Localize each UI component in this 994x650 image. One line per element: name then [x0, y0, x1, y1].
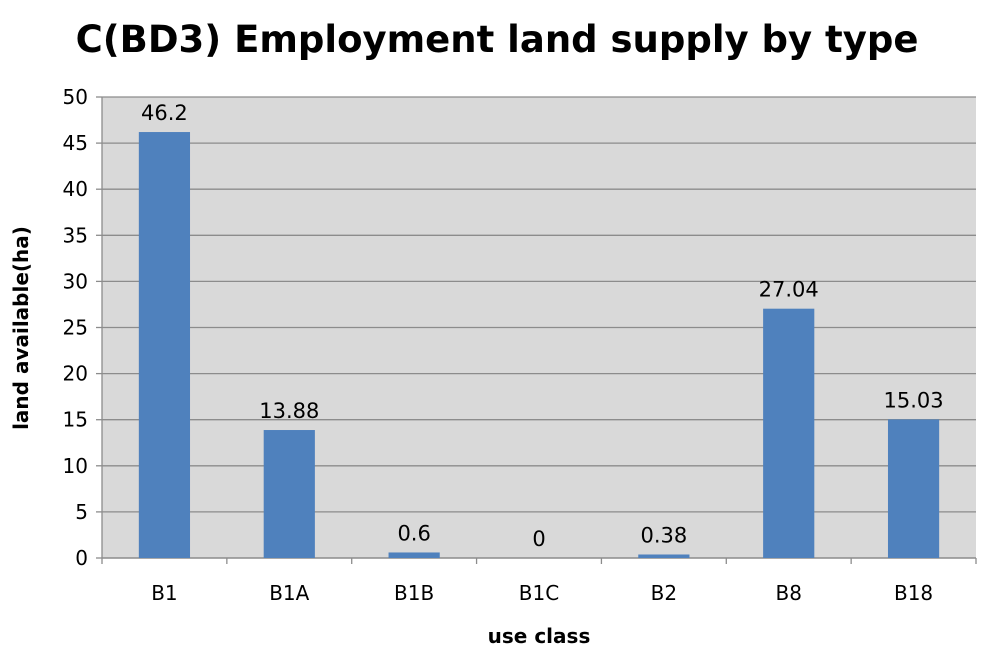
data-label: 0.6 [397, 521, 430, 545]
bar-b18 [887, 419, 940, 558]
x-tick-label: B8 [775, 581, 801, 605]
y-tick-label: 0 [75, 546, 88, 570]
y-tick-label: 30 [63, 269, 88, 293]
bar-b1a [263, 430, 315, 558]
x-tick-label: B1A [269, 581, 309, 605]
data-label: 0.38 [640, 523, 687, 547]
x-tick-label: B2 [651, 581, 677, 605]
data-label: 15.03 [884, 388, 944, 412]
data-label: 27.04 [759, 278, 819, 302]
y-tick-label: 20 [63, 362, 88, 386]
data-labels: 46.2 13.88 0.6 0 0.38 27.04 15.03 [141, 101, 944, 551]
bars [138, 132, 940, 558]
gridlines [102, 96, 976, 513]
data-label: 46.2 [141, 101, 188, 125]
y-axis-title: land available(ha) [9, 226, 33, 430]
x-axis-title: use class [488, 624, 591, 648]
data-label: 13.88 [259, 399, 319, 423]
y-tick-label: 35 [63, 223, 88, 247]
y-tick-label: 45 [63, 131, 88, 155]
x-tick-label: B1 [151, 581, 177, 605]
bar-b1b [388, 552, 440, 558]
y-tick-label: 40 [63, 177, 88, 201]
data-label: 0 [532, 527, 545, 551]
bar-b2 [638, 554, 690, 558]
y-tick-label: 25 [63, 316, 88, 340]
axes [96, 96, 977, 564]
y-tick-label: 5 [75, 500, 88, 524]
bar-b1 [138, 132, 191, 558]
x-tick-labels: B1 B1A B1B B1C B2 B8 B18 [151, 581, 933, 605]
chart-title: C(BD3) Employment land supply by type [76, 18, 919, 61]
y-tick-label: 10 [63, 454, 88, 478]
bar-b8 [763, 308, 815, 558]
y-tick-label: 15 [63, 408, 88, 432]
x-tick-label: B1C [519, 581, 559, 605]
x-tick-label: B1B [394, 581, 434, 605]
y-tick-labels: 0 5 10 15 20 25 30 35 40 45 50 [63, 85, 88, 570]
y-tick-label: 50 [63, 85, 88, 109]
x-tick-label: B18 [894, 581, 933, 605]
